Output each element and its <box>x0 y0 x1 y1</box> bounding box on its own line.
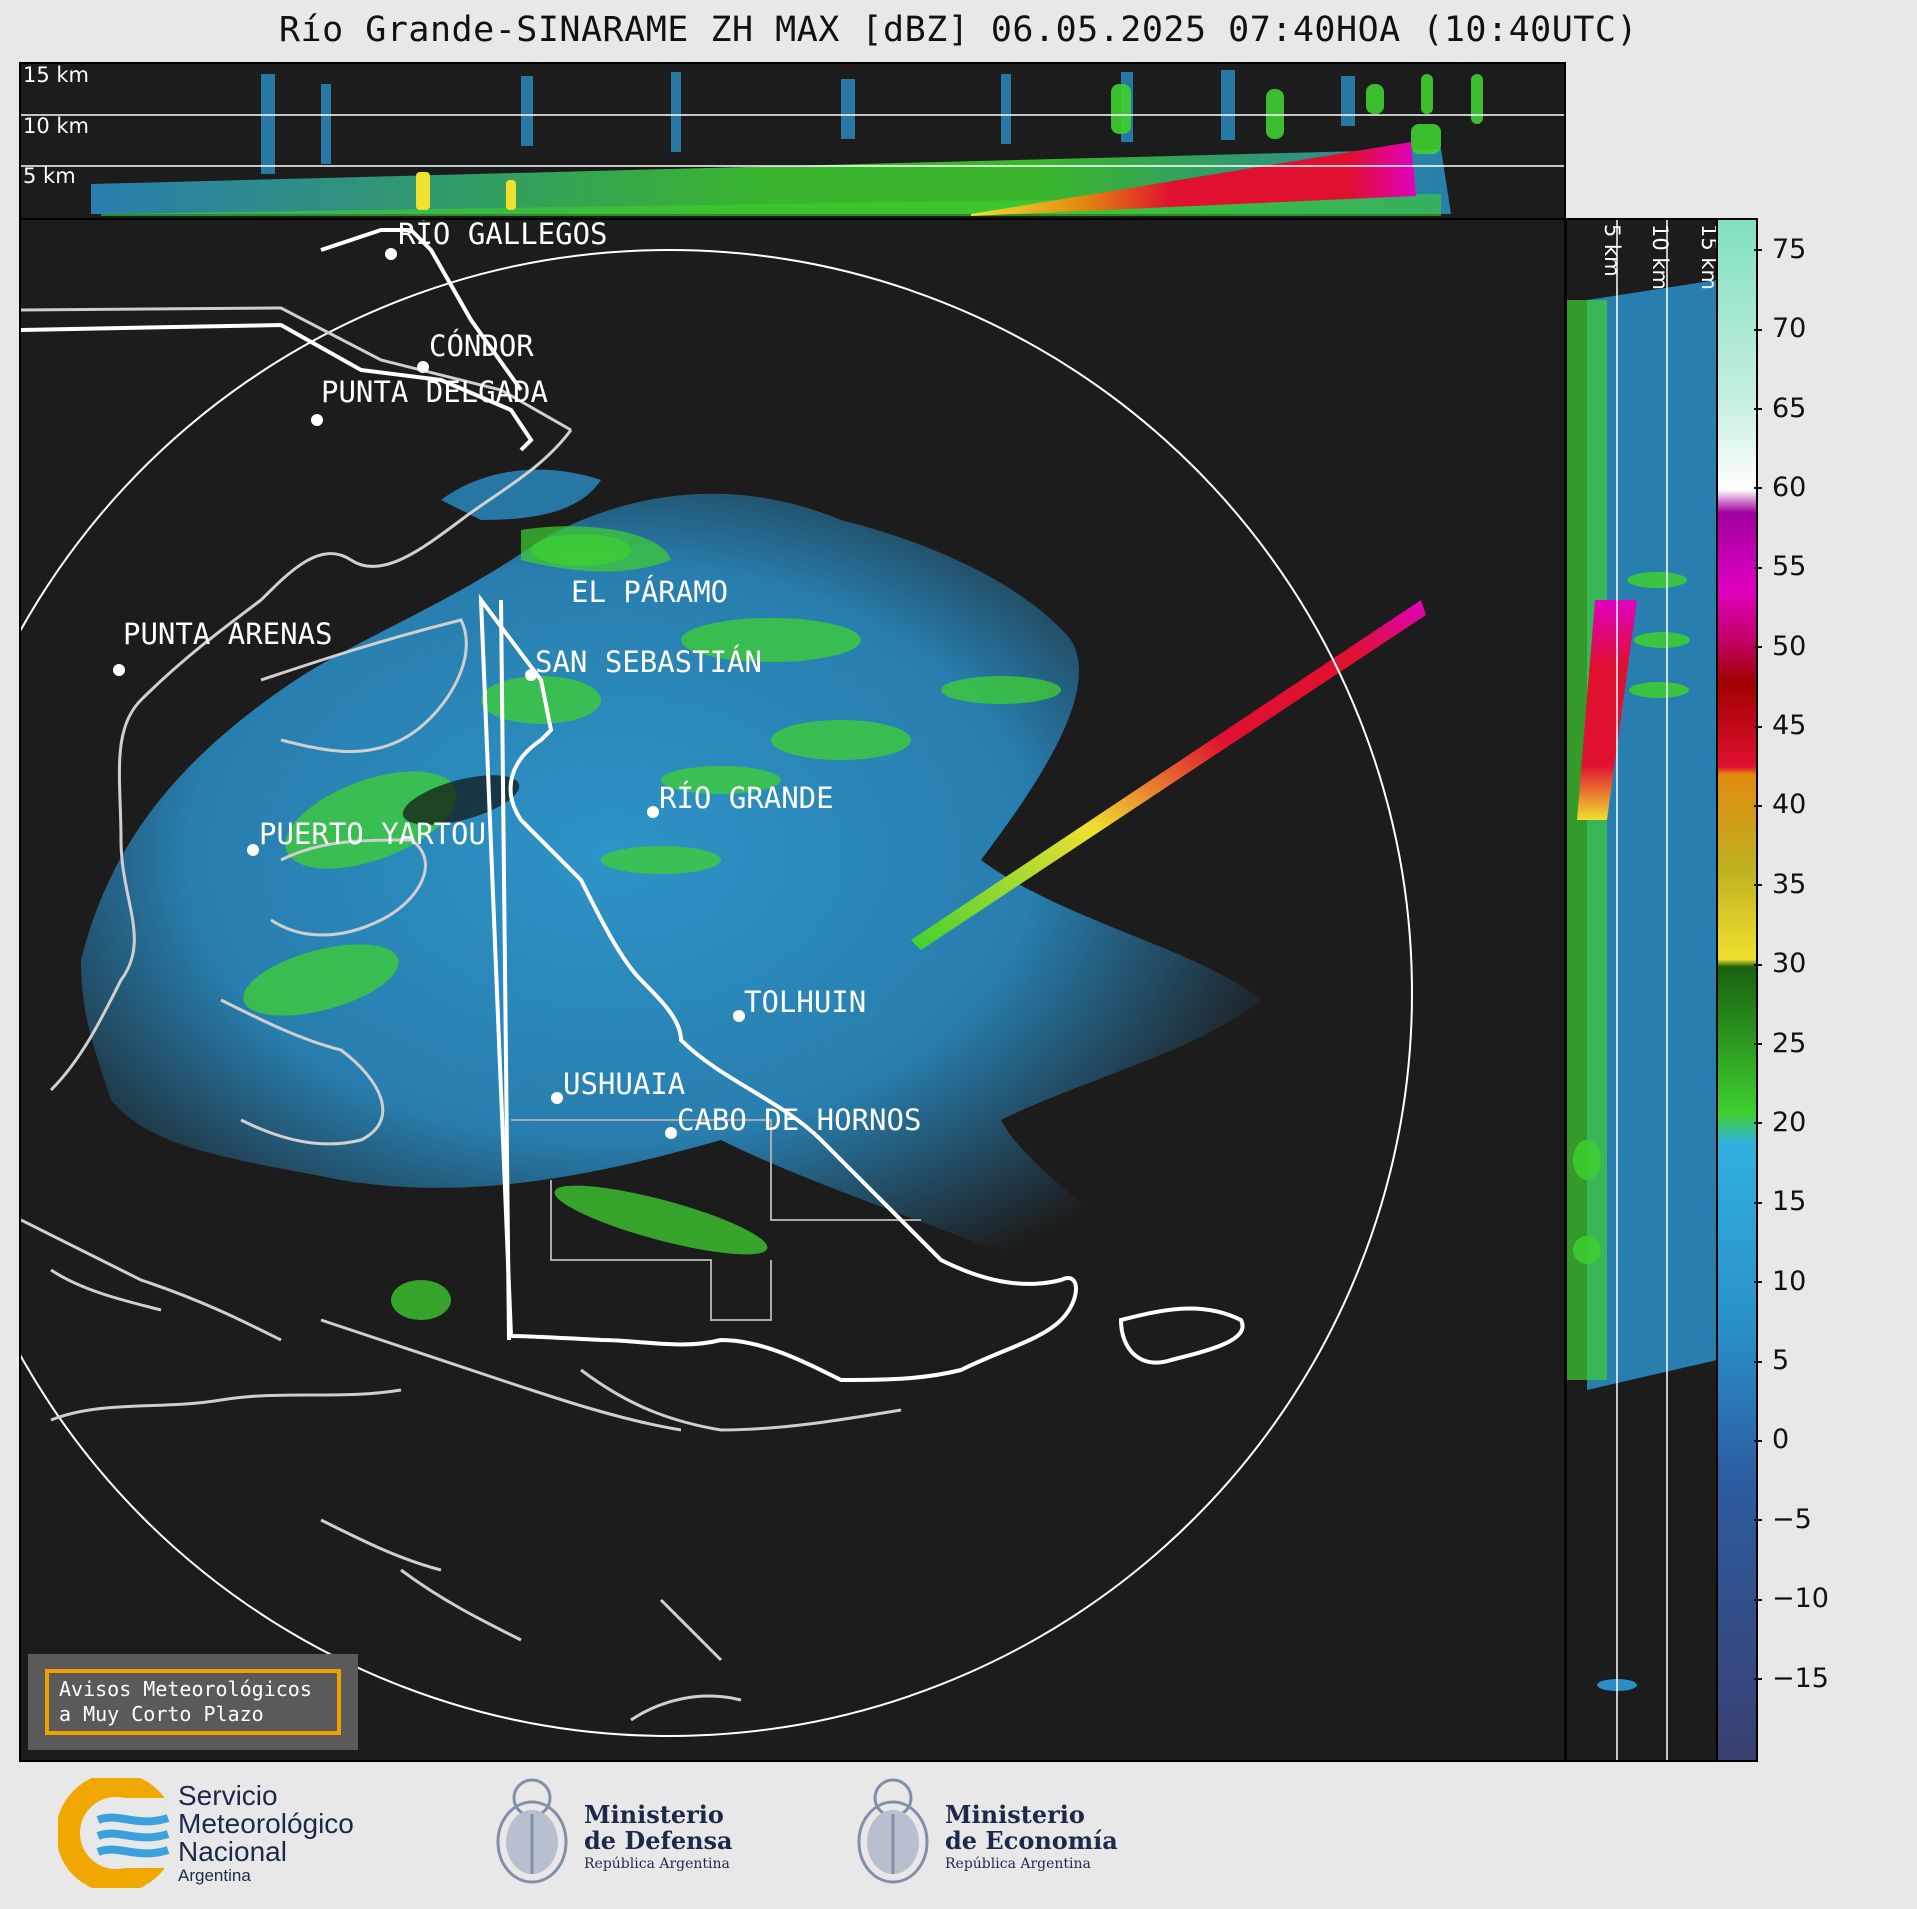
colorbar-tick: 0 <box>1753 1424 1789 1455</box>
top-alt-5km: 5 km <box>23 164 76 188</box>
city-rio-grande: RÍO GRANDE <box>659 781 834 815</box>
city-punta-delgada: PUNTA DELGADA <box>321 375 548 409</box>
economia-shield-icon <box>857 1778 929 1884</box>
colorbar-tick: 75 <box>1753 234 1806 265</box>
colorbar-tick: −10 <box>1754 1583 1829 1614</box>
economia-line1: Ministerio <box>945 1800 1085 1829</box>
colorbar <box>1716 218 1758 1762</box>
avisos-line1: Avisos Meteorológicos <box>59 1677 312 1701</box>
colorbar-tick: 5 <box>1753 1345 1789 1376</box>
smn-line1: Servicio <box>178 1780 278 1811</box>
colorbar-tick: 15 <box>1753 1186 1806 1217</box>
defensa-logo: Ministerio de Defensa República Argentin… <box>494 1770 774 1890</box>
colorbar-tick: −5 <box>1754 1504 1812 1535</box>
smn-line4: Argentina <box>178 1866 251 1885</box>
city-punta-arenas: PUNTA ARENAS <box>123 617 333 651</box>
economia-line2: de Economía <box>945 1826 1118 1855</box>
colorbar-tick: 55 <box>1753 551 1806 582</box>
smn-logo: Servicio Meteorológico Nacional Argentin… <box>58 1770 398 1890</box>
range-ring <box>21 249 1413 1737</box>
city-rio-gallegos: RÍO GALLEGOS <box>398 220 608 251</box>
colorbar-tick: −15 <box>1754 1663 1829 1694</box>
radar-map: RÍO GALLEGOS CÓNDOR PUNTA DELGADA EL PÁR… <box>19 218 1566 1762</box>
colorbar-tick: 65 <box>1753 393 1806 424</box>
avisos-label[interactable]: Avisos Meteorológicos a Muy Corto Plazo <box>45 1669 341 1735</box>
city-cabo-de-hornos: CABO DE HORNOS <box>677 1103 921 1137</box>
city-tolhuin: TOLHUIN <box>744 985 866 1019</box>
right-cross-section-plot: 5 km 10 km 15 km <box>1567 220 1718 1760</box>
defensa-line1: Ministerio <box>584 1800 724 1829</box>
right-cross-section: 5 km 10 km 15 km <box>1565 218 1720 1762</box>
right-alt-10km: 10 km <box>1648 224 1672 290</box>
defensa-line3: República Argentina <box>584 1856 730 1872</box>
smn-line3: Nacional <box>178 1836 287 1867</box>
colorbar-tick: 25 <box>1753 1028 1806 1059</box>
city-markers <box>113 248 745 1139</box>
top-alt-15km: 15 km <box>23 64 89 87</box>
avisos-line2: a Muy Corto Plazo <box>59 1702 264 1726</box>
echo-region-main <box>81 493 1261 1293</box>
colorbar-tick: 10 <box>1753 1266 1806 1297</box>
top-hot-beam <box>971 142 1416 216</box>
avisos-box[interactable]: Avisos Meteorológicos a Muy Corto Plazo <box>28 1654 358 1750</box>
economia-logo: Ministerio de Economía República Argenti… <box>855 1770 1155 1890</box>
colorbar-tick: 40 <box>1753 789 1806 820</box>
economia-line3: República Argentina <box>945 1856 1091 1872</box>
colorbar-tick: 30 <box>1753 948 1806 979</box>
city-ushuaia: USHUAIA <box>563 1067 685 1101</box>
radar-map-plot: RÍO GALLEGOS CÓNDOR PUNTA DELGADA EL PÁR… <box>21 220 1426 1737</box>
chart-title: Río Grande-SINARAME ZH MAX [dBZ] 06.05.2… <box>278 10 1639 50</box>
top-cross-section: 15 km 10 km 5 km <box>19 62 1566 220</box>
colorbar-tick: 35 <box>1753 869 1806 900</box>
province-borders <box>511 1119 921 1321</box>
city-puerto-yartou: PUERTO YARTOU <box>259 817 486 851</box>
argentine-coastline <box>21 228 1245 1383</box>
colorbar-tick: 70 <box>1753 313 1806 344</box>
city-el-paramo: EL PÁRAMO <box>571 575 728 609</box>
defensa-shield-icon <box>496 1778 568 1884</box>
right-alt-5km: 5 km <box>1600 224 1624 277</box>
colorbar-gradient <box>1718 220 1756 1760</box>
right-alt-15km: 15 km <box>1697 224 1718 290</box>
top-alt-10km: 10 km <box>23 114 89 138</box>
smn-line2: Meteorológico <box>178 1808 354 1839</box>
top-cross-section-plot: 15 km 10 km 5 km <box>21 64 1564 216</box>
right-hot-beam <box>1577 600 1637 820</box>
city-condor: CÓNDOR <box>429 329 534 363</box>
colorbar-tick: 20 <box>1753 1107 1806 1138</box>
colorbar-tick: 60 <box>1753 472 1806 503</box>
defensa-line2: de Defensa <box>584 1826 733 1855</box>
top-echo-cells <box>1111 74 1483 154</box>
city-san-sebastian: SAN SEBASTIÁN <box>535 645 762 679</box>
smn-logo-icon <box>58 1778 178 1888</box>
colorbar-tick: 50 <box>1753 631 1806 662</box>
colorbar-tick: 45 <box>1753 710 1806 741</box>
coastlines <box>21 306 902 1722</box>
interference-beam <box>911 600 1426 950</box>
right-echo-band <box>1587 280 1717 1390</box>
